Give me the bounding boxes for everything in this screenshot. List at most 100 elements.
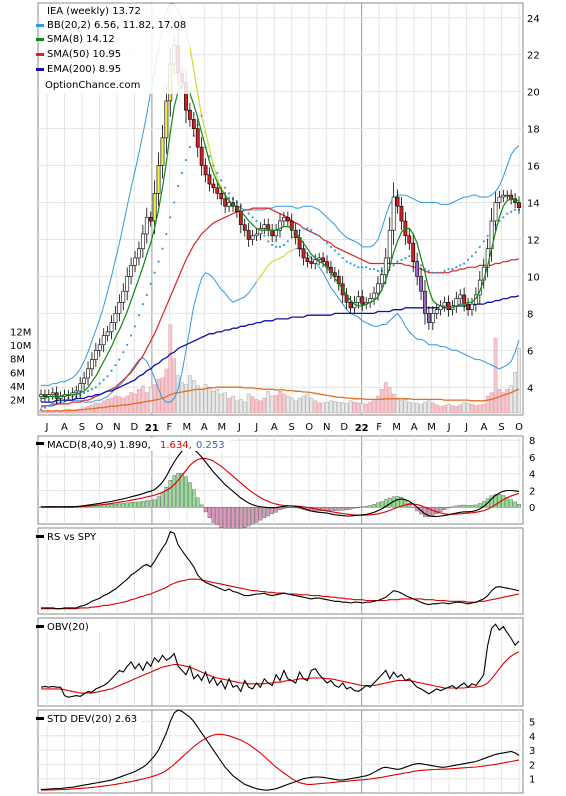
sar-dot: [357, 266, 360, 269]
sar-dot: [337, 253, 340, 256]
sar-dot: [267, 240, 270, 243]
y-tick-label: 4: [529, 732, 535, 743]
volume-bar: [309, 397, 314, 414]
volume-bar: [415, 403, 419, 414]
sar-dot: [400, 258, 403, 261]
y-tick-label: 22: [527, 51, 540, 62]
volume-bar: [258, 400, 263, 414]
std-panel-frame: [37, 709, 524, 794]
sar-dot: [439, 271, 442, 274]
std-swatch: [36, 717, 44, 720]
candle-body: [505, 194, 510, 197]
candle-body: [43, 394, 47, 397]
x-tick-label: J: [45, 422, 49, 433]
candle-body: [140, 233, 145, 250]
volume-bar: [368, 401, 372, 414]
macd-histogram-bar: [493, 494, 498, 508]
sar-dot: [329, 245, 333, 248]
macd-histogram-bar: [348, 507, 353, 510]
y-tick-label: 20: [527, 88, 540, 99]
sar-dot: [310, 229, 313, 232]
candle-body: [419, 276, 423, 292]
candle-body: [242, 224, 247, 231]
sar-dot: [314, 232, 317, 236]
sar-dot: [118, 358, 121, 361]
macd-histogram-bar: [148, 500, 153, 508]
volume-bar: [66, 409, 71, 414]
volume-bar: [164, 368, 169, 414]
candle-body: [258, 228, 263, 235]
volume-bar: [458, 404, 463, 414]
macd-histogram-bar: [450, 506, 455, 508]
sar-dot: [478, 245, 481, 248]
sar-dot: [188, 146, 191, 149]
candle-body: [383, 257, 388, 275]
indicator-lines: [39, 83, 521, 791]
x-tick-label: N: [113, 422, 120, 433]
volume-bar: [360, 403, 365, 414]
candle-body: [160, 137, 165, 166]
candle-body: [446, 302, 451, 310]
candle-body: [117, 302, 122, 314]
macd-histogram-bar: [427, 507, 431, 517]
obv-average-line: [41, 651, 520, 694]
volume-bar: [74, 409, 79, 414]
volume-bar: [152, 384, 157, 414]
macd-histogram-bar: [192, 489, 196, 508]
sar-dot: [286, 240, 289, 243]
volume-bar: [442, 405, 447, 414]
macd-histogram-bar: [431, 507, 435, 516]
sar-dot: [141, 303, 144, 306]
price-legend-box: [40, 4, 190, 94]
volume-bar: [242, 401, 247, 414]
price-overlays: [39, 2, 521, 411]
sar-dot: [431, 271, 434, 274]
x-tick-label: M: [217, 422, 226, 433]
macd-histogram-bar: [250, 507, 255, 525]
candle-body: [379, 274, 384, 285]
sma8-line: [41, 83, 520, 399]
sar-dot: [463, 262, 466, 265]
y-tick-label: 3: [529, 746, 535, 757]
macd-signal-line: [41, 458, 520, 516]
x-tick-label: A: [271, 422, 278, 433]
macd-histogram-bar: [478, 503, 482, 508]
volume-bar: [129, 392, 133, 414]
sar-dot: [306, 227, 309, 230]
candle-body: [305, 257, 310, 262]
sar-dot: [427, 269, 430, 272]
sar-dot: [169, 216, 172, 219]
x-tick-label: J: [254, 422, 258, 433]
sar-dot: [474, 251, 478, 254]
macd-histogram-bar: [344, 507, 349, 511]
sar-dot: [459, 264, 462, 267]
candle-body: [289, 220, 294, 231]
volume-bar: [513, 372, 517, 414]
sar-dot: [510, 210, 513, 213]
legend-swatch-bb: [36, 24, 44, 27]
sar-dot: [482, 240, 485, 243]
y-tick-label: 0: [529, 503, 535, 514]
x-tick-label: M: [392, 422, 401, 433]
y-tick-label: 10: [527, 272, 540, 283]
x-tick-label: A: [201, 422, 208, 433]
candle-body: [137, 248, 141, 259]
volume-bar: [278, 391, 282, 414]
macd-histogram-bar: [246, 507, 251, 527]
x-tick-label: O: [305, 422, 313, 433]
candle-body: [462, 294, 467, 305]
candle-body: [50, 392, 55, 395]
macd-histogram-bar: [231, 507, 235, 529]
macd-histogram-bar: [133, 501, 137, 508]
candle-body: [270, 229, 275, 237]
candle-body: [321, 257, 325, 262]
volume-bar: [376, 395, 380, 414]
volume-bar: [348, 400, 353, 414]
candle-body: [493, 202, 498, 222]
volume-average-line: [41, 386, 520, 412]
legend-label-sma50: SMA(50) 10.95: [47, 49, 121, 60]
volume-bar: [282, 393, 286, 414]
candle-body: [148, 217, 153, 222]
volume-bar: [501, 392, 506, 414]
